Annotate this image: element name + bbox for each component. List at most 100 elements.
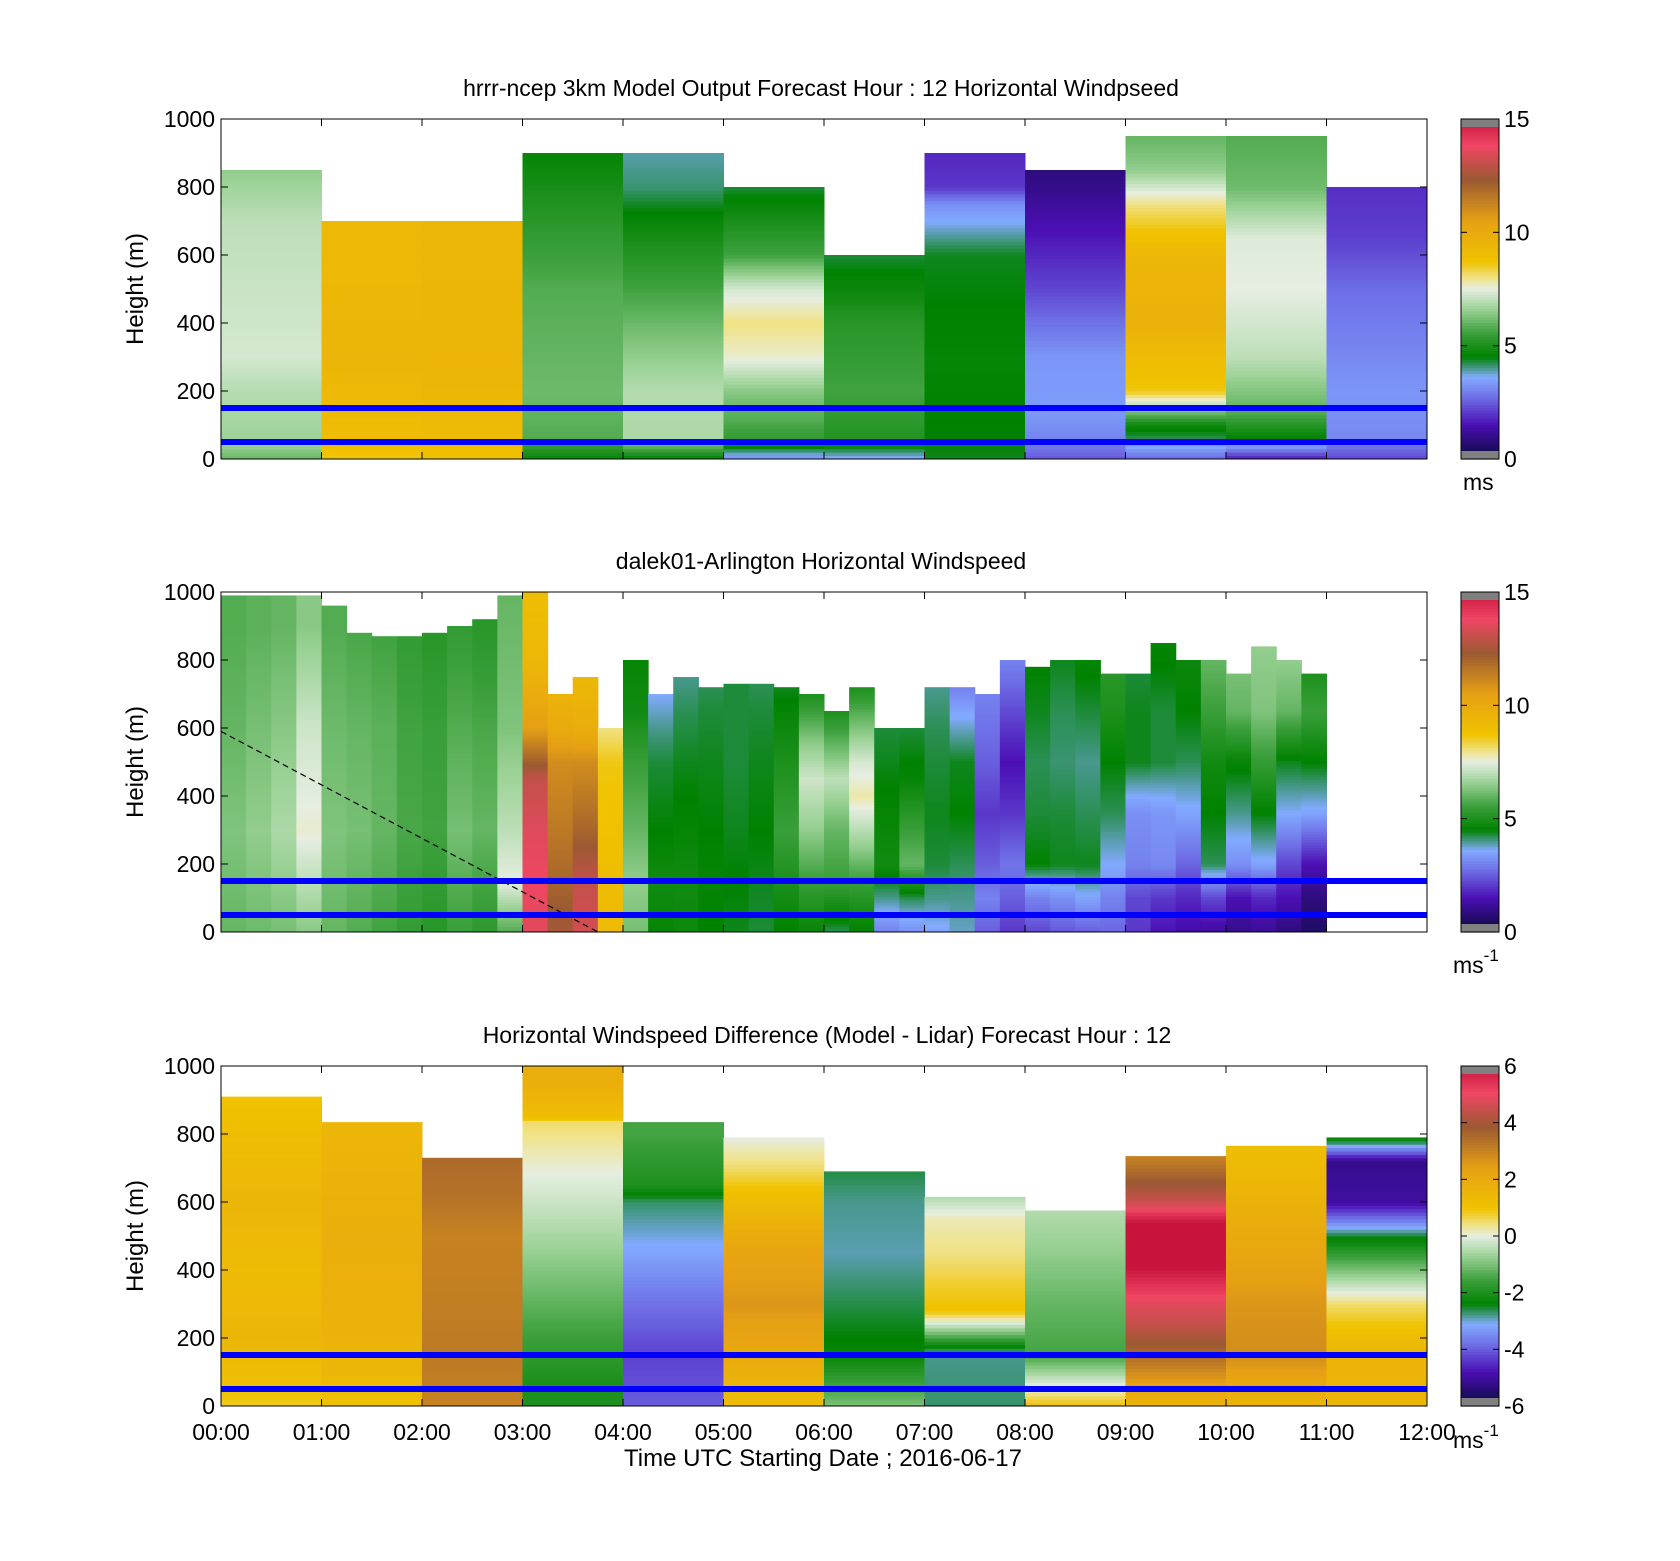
heatmap-cell bbox=[999, 662, 1026, 666]
heatmap-cell bbox=[271, 755, 297, 759]
colorbar-segment bbox=[1461, 277, 1499, 282]
heatmap-cell bbox=[924, 336, 1026, 341]
heatmap-cell bbox=[221, 336, 322, 341]
heatmap-cell bbox=[648, 872, 674, 876]
heatmap-cell bbox=[824, 842, 850, 846]
heatmap-cell bbox=[1025, 370, 1126, 375]
heatmap-cell bbox=[522, 387, 624, 392]
heatmap-cell bbox=[1100, 733, 1127, 737]
heatmap-cell bbox=[597, 747, 624, 751]
heatmap-cell bbox=[447, 866, 473, 870]
heatmap-cell bbox=[1226, 244, 1327, 249]
heatmap-cell bbox=[924, 766, 951, 770]
heatmap-cell bbox=[1150, 921, 1177, 925]
heatmap-cell bbox=[371, 918, 398, 922]
heatmap-cell bbox=[396, 779, 423, 783]
heatmap-cell bbox=[246, 597, 272, 601]
heatmap-cell bbox=[221, 708, 247, 713]
heatmap-cell bbox=[522, 869, 549, 873]
heatmap-cell bbox=[572, 929, 599, 933]
heatmap-cell bbox=[999, 736, 1026, 740]
heatmap-cell bbox=[1100, 815, 1127, 819]
heatmap-cell bbox=[371, 785, 398, 789]
heatmap-cell bbox=[999, 861, 1026, 865]
heatmap-cell bbox=[723, 363, 825, 368]
heatmap-cell bbox=[396, 741, 423, 745]
heatmap-cell bbox=[849, 804, 875, 808]
heatmap-cell bbox=[221, 374, 322, 378]
heatmap-cell bbox=[1100, 766, 1127, 770]
heatmap-cell bbox=[346, 679, 373, 683]
heatmap-cell bbox=[296, 809, 323, 813]
heatmap-cell bbox=[924, 850, 951, 854]
heatmap-cell bbox=[849, 741, 875, 745]
heatmap-cell bbox=[1025, 238, 1126, 242]
heatmap-cell bbox=[296, 918, 323, 922]
heatmap-cell bbox=[1125, 391, 1227, 395]
heatmap-cell bbox=[497, 687, 524, 691]
heatmap-cell bbox=[999, 725, 1026, 729]
heatmap-cell bbox=[924, 292, 1026, 297]
heatmap-cell bbox=[698, 891, 725, 895]
heatmap-cell bbox=[547, 891, 574, 895]
heatmap-cell bbox=[698, 776, 725, 781]
heatmap-cell bbox=[346, 676, 373, 680]
heatmap-cell bbox=[221, 853, 247, 857]
heatmap-cell bbox=[422, 855, 448, 860]
heatmap-cell bbox=[296, 651, 323, 656]
heatmap-cell bbox=[547, 768, 574, 773]
heatmap-cell bbox=[1150, 899, 1177, 903]
heatmap-cell bbox=[999, 885, 1026, 889]
heatmap-cell bbox=[1150, 760, 1177, 764]
heatmap-cell bbox=[447, 673, 473, 677]
heatmap-cell bbox=[1050, 787, 1076, 792]
heatmap-cell bbox=[673, 872, 699, 876]
heatmap-cell bbox=[798, 847, 825, 851]
heatmap-cell bbox=[874, 747, 900, 751]
heatmap-cell bbox=[748, 725, 775, 729]
heatmap-cell bbox=[321, 448, 423, 453]
heatmap-cell bbox=[899, 869, 926, 873]
heatmap-cell bbox=[321, 874, 348, 879]
heatmap-cell bbox=[346, 828, 373, 832]
heatmap-cell bbox=[321, 698, 348, 702]
heatmap-cell bbox=[924, 278, 1026, 283]
heatmap-cell bbox=[723, 874, 750, 879]
heatmap-cell bbox=[1050, 864, 1076, 868]
heatmap-cell bbox=[472, 630, 498, 634]
heatmap-cell bbox=[422, 719, 448, 724]
heatmap-cell bbox=[698, 850, 725, 854]
heatmap-cell bbox=[371, 831, 398, 835]
heatmap-cell bbox=[949, 749, 976, 753]
heatmap-cell bbox=[648, 874, 674, 879]
heatmap-cell bbox=[522, 231, 624, 236]
heatmap-cell bbox=[1075, 834, 1101, 838]
heatmap-cell bbox=[572, 809, 599, 813]
heatmap-cell bbox=[723, 357, 825, 361]
heatmap-cell bbox=[673, 926, 699, 930]
heatmap-cell bbox=[371, 904, 398, 909]
heatmap-cell bbox=[723, 255, 825, 259]
heatmap-cell bbox=[221, 394, 322, 399]
heatmap-cell bbox=[321, 285, 423, 290]
heatmap-cell bbox=[1326, 187, 1428, 191]
heatmap-cell bbox=[1226, 326, 1327, 331]
heatmap-cell bbox=[246, 689, 272, 694]
heatmap-cell bbox=[924, 326, 1026, 331]
heatmap-cell bbox=[396, 861, 423, 865]
heatmap-cell bbox=[924, 839, 951, 843]
heatmap-cell bbox=[974, 744, 1001, 748]
heatmap-cell bbox=[296, 926, 323, 930]
heatmap-cell bbox=[296, 668, 323, 672]
heatmap-cell bbox=[246, 714, 272, 718]
heatmap-cell bbox=[497, 896, 524, 900]
heatmap-cell bbox=[1326, 421, 1428, 426]
heatmap-cell bbox=[673, 801, 699, 805]
heatmap-cell bbox=[221, 654, 247, 658]
heatmap-cell bbox=[522, 825, 549, 830]
heatmap-cell bbox=[447, 689, 473, 694]
heatmap-cell bbox=[547, 831, 574, 835]
heatmap-cell bbox=[1075, 907, 1101, 911]
heatmap-cell bbox=[547, 904, 574, 909]
heatmap-cell bbox=[1326, 414, 1428, 419]
